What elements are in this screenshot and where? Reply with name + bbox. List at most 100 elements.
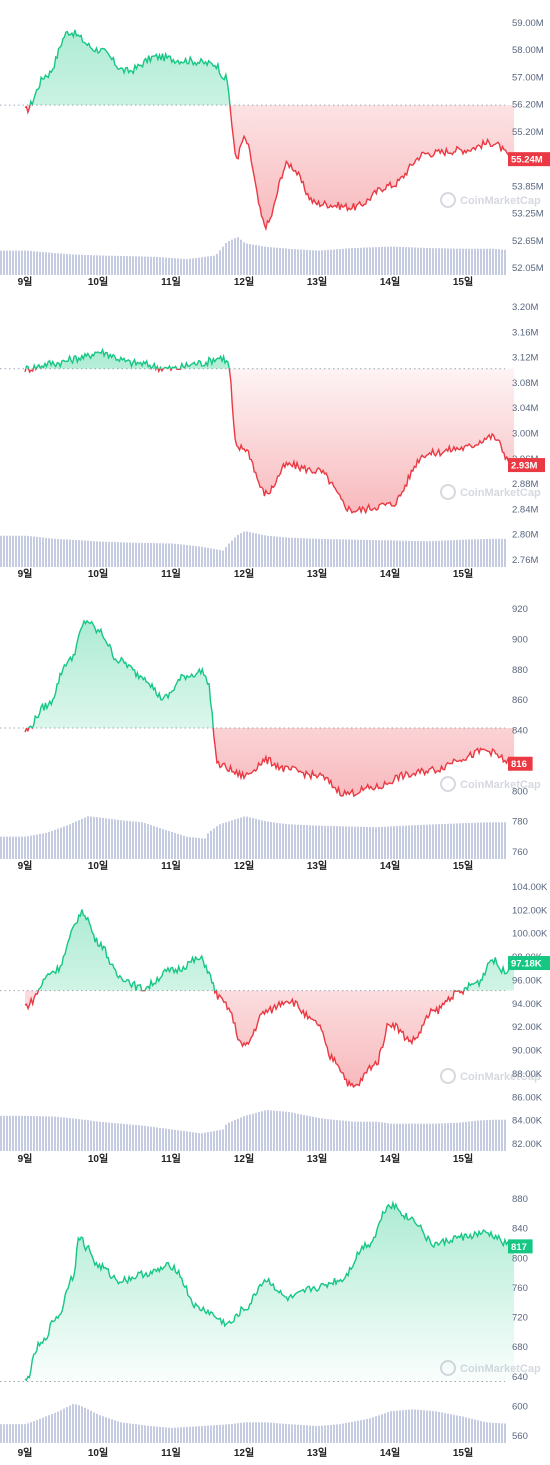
- y-tick-label: 96.00K: [512, 975, 543, 986]
- volume-bar: [315, 825, 317, 859]
- volume-bar: [198, 1426, 200, 1443]
- volume-bar: [477, 1120, 479, 1151]
- area-fill-up: [25, 29, 515, 106]
- volume-bar: [264, 535, 266, 567]
- volume-bar: [420, 541, 422, 567]
- volume-bar: [261, 534, 263, 567]
- volume-bar: [69, 539, 71, 567]
- volume-bar: [12, 1424, 14, 1443]
- volume-bar: [306, 1115, 308, 1151]
- volume-bar: [381, 1414, 383, 1443]
- volume-bar: [162, 1128, 164, 1151]
- volume-bar: [396, 246, 398, 275]
- volume-bar: [129, 1423, 131, 1443]
- volume-bars: [0, 237, 506, 275]
- volume-bar: [465, 1121, 467, 1151]
- volume-bar: [393, 540, 395, 567]
- volume-bar: [435, 1411, 437, 1443]
- volume-bar: [57, 1411, 59, 1443]
- volume-bar: [126, 542, 128, 567]
- volume-bar: [117, 542, 119, 567]
- x-tick-label: 10일: [88, 275, 108, 288]
- volume-bar: [96, 255, 98, 275]
- volume-bar: [342, 1423, 344, 1443]
- volume-bar: [360, 1121, 362, 1151]
- volume-bar: [405, 1123, 407, 1151]
- volume-bar: [270, 1110, 272, 1151]
- x-tick-label: 11일: [161, 1446, 181, 1459]
- price-line-up: [37, 909, 515, 991]
- volume-bar: [309, 825, 311, 859]
- volume-bar: [279, 536, 281, 567]
- y-tick-label: 2.84M: [512, 504, 538, 515]
- volume-bar: [198, 838, 200, 859]
- volume-bar: [159, 828, 161, 859]
- volume-bar: [429, 1123, 431, 1151]
- volume-bar: [438, 540, 440, 567]
- volume-bar: [111, 255, 113, 275]
- volume-bar: [153, 826, 155, 859]
- volume-bar: [60, 827, 62, 859]
- volume-bar: [291, 1112, 293, 1151]
- x-tick-label: 13일: [307, 859, 327, 872]
- volume-bar: [465, 248, 467, 275]
- volume-bar: [390, 540, 392, 567]
- volume-bar: [354, 1121, 356, 1151]
- volume-bar: [498, 822, 500, 859]
- volume-bar: [96, 541, 98, 567]
- volume-bar: [246, 1422, 248, 1443]
- current-price-badge: [508, 458, 545, 473]
- volume-bar: [39, 537, 41, 567]
- volume-bar: [9, 1424, 11, 1443]
- volume-bar: [198, 257, 200, 275]
- volume-bar: [315, 538, 317, 567]
- volume-bar: [75, 821, 77, 859]
- volume-bar: [12, 1115, 14, 1151]
- y-tick-label: 840: [512, 726, 528, 737]
- volume-bar: [246, 243, 248, 275]
- volume-bar: [243, 816, 245, 859]
- volume-bar: [363, 1419, 365, 1443]
- volume-bar: [456, 1122, 458, 1151]
- volume-bar: [504, 1423, 506, 1443]
- volume-bar: [75, 1404, 77, 1443]
- volume-bar: [186, 836, 188, 859]
- volume-bar: [258, 245, 260, 275]
- volume-bar: [378, 827, 380, 859]
- volume-bar: [465, 539, 467, 567]
- volume-bar: [150, 256, 152, 275]
- price-line-down: [24, 728, 515, 798]
- volume-bar: [84, 817, 86, 859]
- volume-bar: [75, 539, 77, 567]
- volume-bar: [207, 1425, 209, 1443]
- volume-bar: [504, 249, 506, 275]
- volume-bar: [492, 248, 494, 275]
- volume-bar: [213, 1425, 215, 1443]
- x-tick-label: 12일: [234, 859, 254, 872]
- volume-bar: [414, 1409, 416, 1443]
- volume-bar: [171, 543, 173, 567]
- volume-bar: [120, 255, 122, 275]
- volume-bar: [354, 1421, 356, 1443]
- x-tick-label: 14일: [380, 1446, 400, 1459]
- volume-bar: [408, 247, 410, 275]
- volume-bar: [456, 823, 458, 859]
- volume-bar: [48, 832, 50, 859]
- price-line-down: [24, 105, 515, 232]
- volume-bar: [6, 250, 8, 275]
- volume-bar: [255, 533, 257, 567]
- volume-bar: [141, 1125, 143, 1151]
- volume-bar: [474, 248, 476, 275]
- volume-bar: [405, 1409, 407, 1443]
- volume-bar: [330, 1119, 332, 1151]
- volume-bar: [87, 1120, 89, 1151]
- volume-bar: [180, 544, 182, 567]
- volume-bar: [111, 819, 113, 859]
- volume-bar: [360, 1420, 362, 1443]
- volume-bar: [159, 543, 161, 567]
- volume-bar: [39, 1116, 41, 1151]
- volume-bar: [9, 250, 11, 275]
- y-tick-label: 92.00K: [512, 1022, 543, 1033]
- volume-bar: [465, 1417, 467, 1443]
- volume-bar: [96, 1413, 98, 1443]
